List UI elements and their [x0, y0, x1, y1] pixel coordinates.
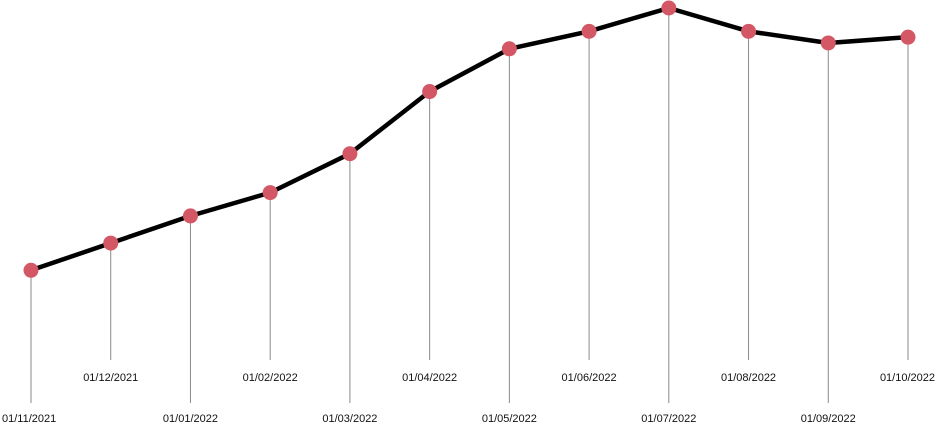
data-point	[741, 23, 757, 39]
x-tick-label: 01/06/2022	[562, 372, 617, 384]
data-point	[103, 235, 119, 251]
data-point	[501, 41, 517, 57]
data-point	[581, 23, 597, 39]
data-point	[422, 84, 438, 100]
data-points	[23, 0, 916, 278]
data-point	[900, 29, 916, 45]
x-tick-label: 01/04/2022	[402, 372, 457, 384]
series-line	[28, 5, 911, 273]
stem-lines	[30, 8, 909, 403]
data-point	[182, 208, 198, 224]
data-point	[23, 262, 39, 278]
x-tick-label: 01/12/2021	[83, 372, 138, 384]
x-tick-label: 01/05/2022	[482, 413, 537, 425]
data-point	[661, 0, 677, 16]
data-point	[342, 146, 358, 162]
x-tick-labels: 01/11/2021 01/12/2021 01/01/2022 01/02/2022…	[2, 372, 935, 425]
x-tick-label: 01/02/2022	[243, 372, 298, 384]
x-tick-label: 01/03/2022	[322, 413, 377, 425]
data-point	[820, 35, 836, 51]
x-tick-label: 01/09/2022	[801, 413, 856, 425]
x-tick-label: 01/10/2022	[880, 372, 935, 384]
x-tick-label: 01/11/2021	[2, 413, 56, 425]
x-tick-label: 01/01/2022	[163, 413, 218, 425]
x-tick-label: 01/07/2022	[641, 413, 696, 425]
x-tick-label: 01/08/2022	[721, 372, 776, 384]
data-point	[262, 185, 278, 201]
